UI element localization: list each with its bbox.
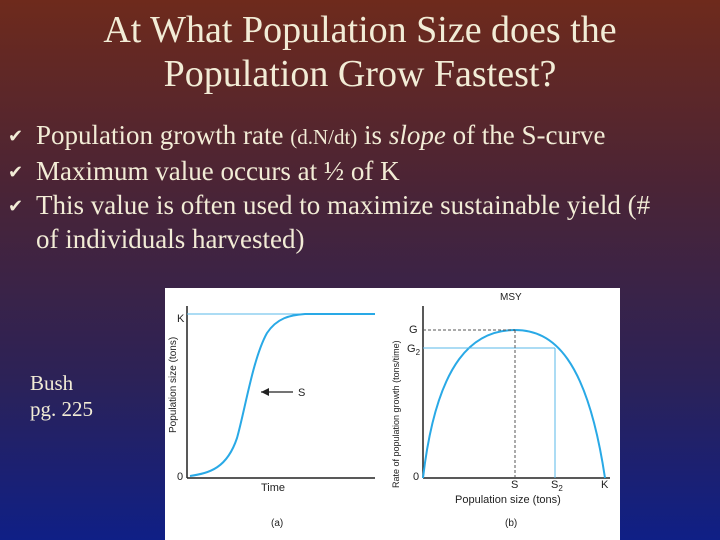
bullet-2-text: Maximum value occurs at ½ of K <box>36 156 400 186</box>
bullet-2: ✔ Maximum value occurs at ½ of K <box>8 154 718 188</box>
panel-b-s2-label: S2 <box>551 479 563 493</box>
growth-curve <box>422 328 606 479</box>
panel-a-x-label: Time <box>261 482 285 494</box>
bullet-3: ✔ This value is often used to maximize s… <box>8 188 676 256</box>
bullet-checkmark-icon: ✔ <box>8 126 24 146</box>
panel-b-x-label: Population size (tons) <box>455 494 561 506</box>
bullet-checkmark-icon: ✔ <box>8 196 24 216</box>
title-line-1: At What Population Size does the <box>103 9 617 51</box>
panel-b-s-label: S <box>511 479 518 491</box>
s-curve <box>189 313 375 477</box>
bullet-1-pre: Population growth rate <box>36 120 291 150</box>
figure-caption: Bush pg. 225 <box>30 370 93 422</box>
bullet-1: ✔ Population growth rate (d.N/dt) is slo… <box>8 118 718 154</box>
bullet-1-mid: is <box>357 120 389 150</box>
bullet-3-text: This value is often used to maximize sus… <box>36 190 651 254</box>
bullet-list: ✔ Population growth rate (d.N/dt) is slo… <box>8 118 718 256</box>
textbook-figure: S K 0 Time Population size (tons) (a) MS… <box>165 288 620 540</box>
msy-label: MSY <box>500 292 522 303</box>
panel-b-y-label: Rate of population growth (tons/time) <box>391 340 401 488</box>
s-arrow-head-icon <box>261 388 269 396</box>
panel-b-zero-label: 0 <box>413 471 419 483</box>
title-line-2: Population Grow Fastest? <box>163 53 557 95</box>
slide-title: At What Population Size does the Populat… <box>0 8 720 96</box>
panel-a-k-label: K <box>177 313 185 325</box>
panel-b-k-label: K <box>601 479 609 491</box>
bullet-1-post: of the S-curve <box>445 120 606 150</box>
panel-a: S K 0 Time Population size (tons) (a) <box>168 306 375 529</box>
bullet-1-emphasis: slope <box>388 120 446 150</box>
g2-label: G2 <box>407 343 421 357</box>
bullet-checkmark-icon: ✔ <box>8 162 24 182</box>
g-label: G <box>409 324 418 336</box>
caption-author: Bush <box>30 371 74 395</box>
panel-a-s-label: S <box>298 387 305 399</box>
panel-a-zero-label: 0 <box>177 471 183 483</box>
panel-b: MSY G G2 0 S S2 K Population size (tons)… <box>391 292 610 529</box>
bullet-1-formula: (d.N/dt) <box>290 125 358 149</box>
panel-b-tag: (b) <box>505 518 517 529</box>
panel-a-tag: (a) <box>271 518 283 529</box>
panel-a-y-label: Population size (tons) <box>168 337 179 433</box>
caption-page: pg. 225 <box>30 397 93 421</box>
